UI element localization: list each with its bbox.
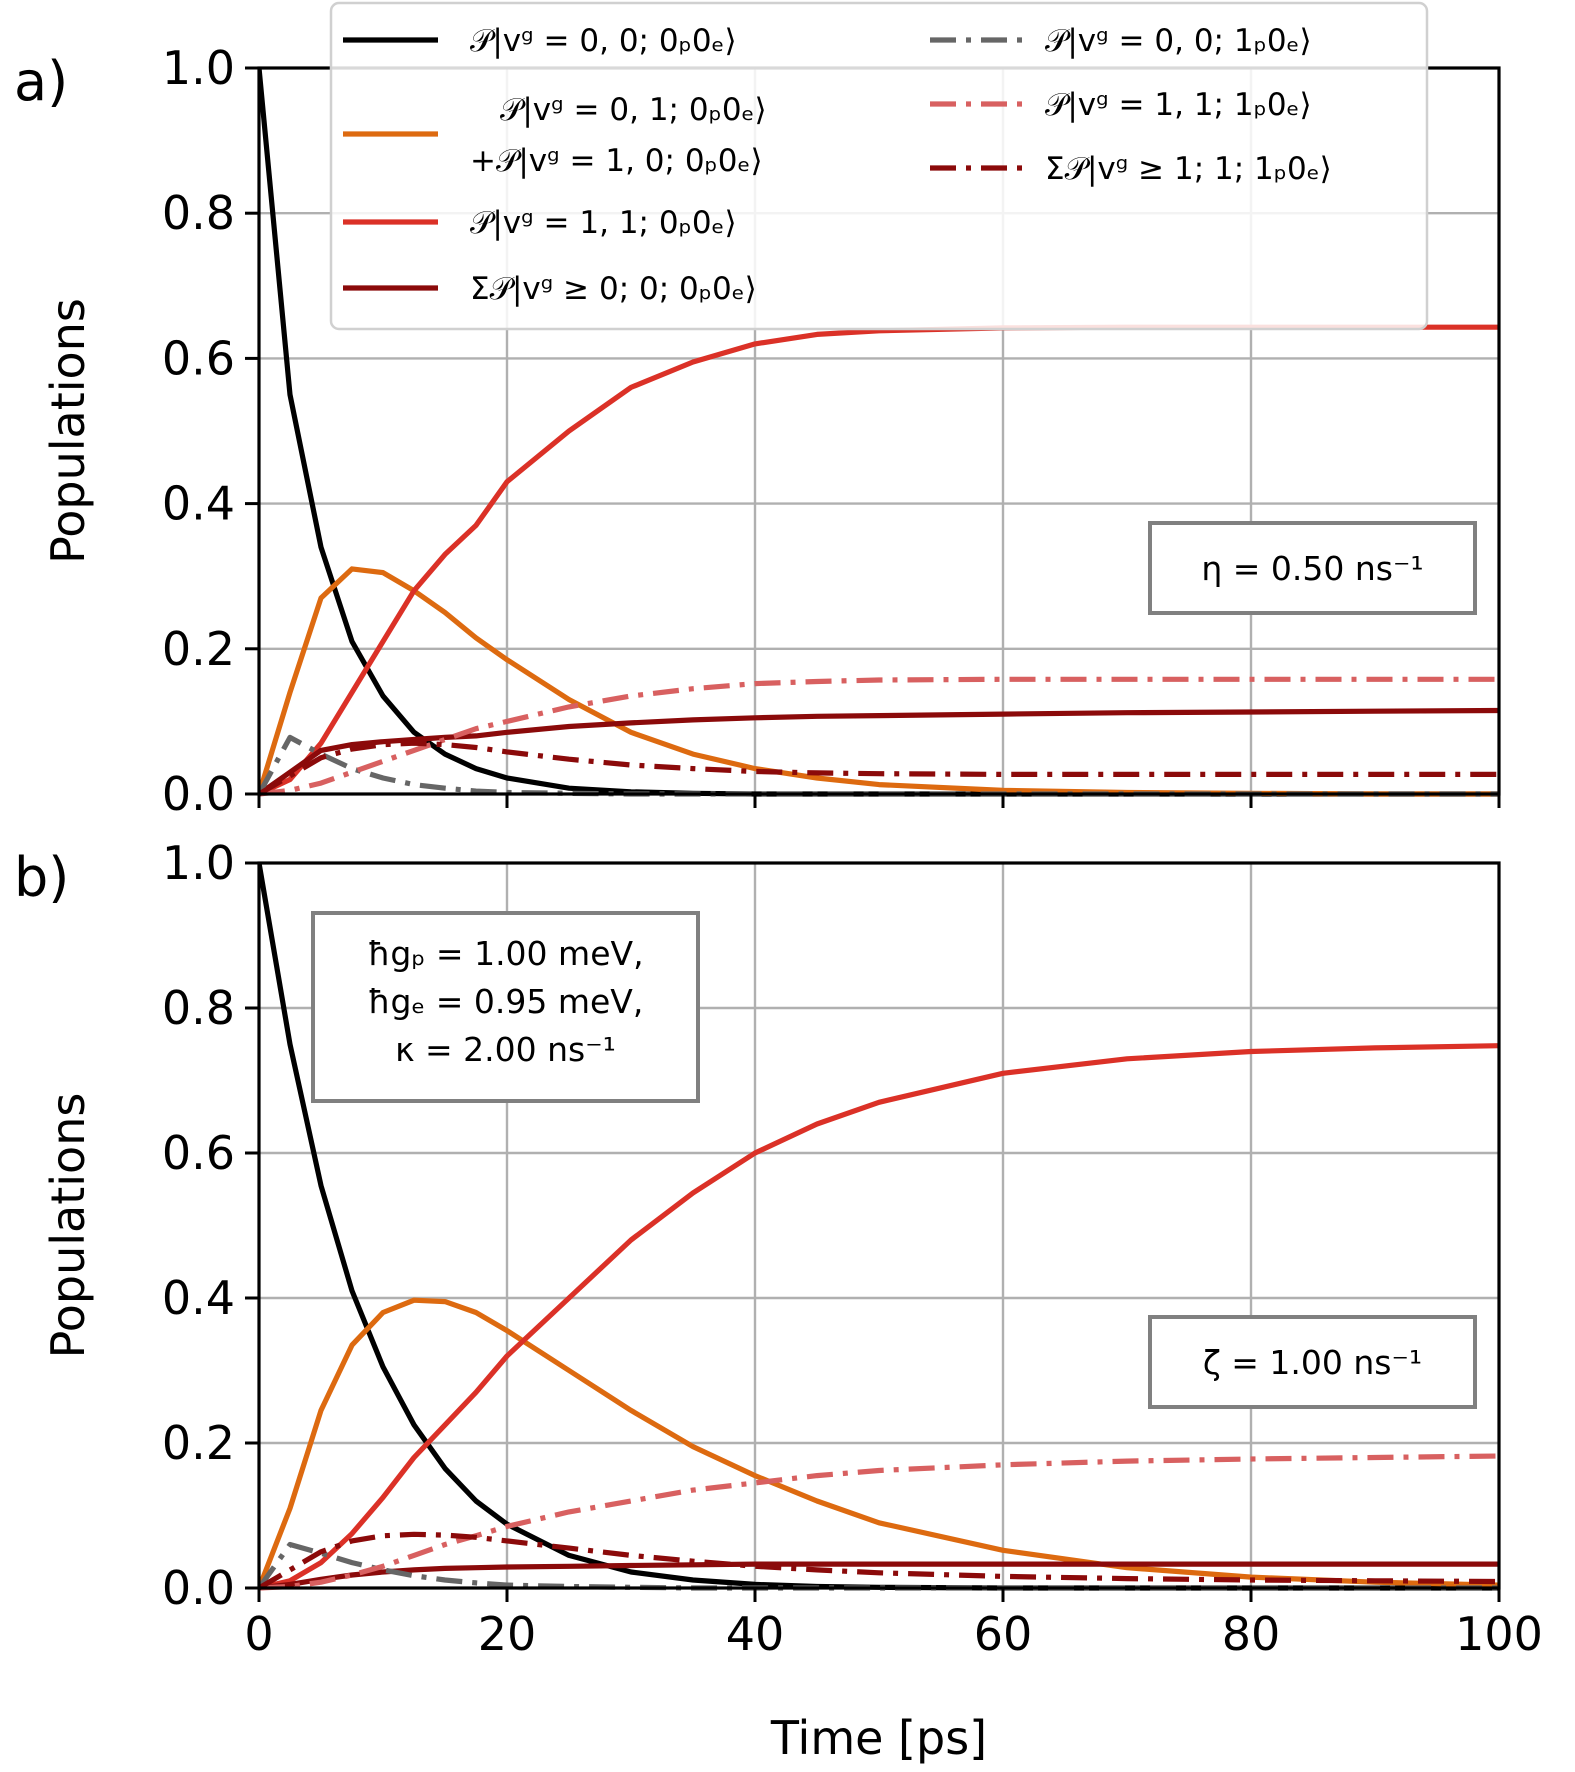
legend-label-s4: Σ𝒫|vᵍ ≥ 0; 0; 0ₚ0ₑ⟩ [470,271,757,307]
y-tick-label: 1.0 [162,41,235,95]
y-tick-label: 0.2 [162,1416,235,1470]
x-axis-label: Time [ps] [770,1711,987,1765]
y-axis-label: Populations [41,1093,95,1359]
annotation-box [1148,1315,1477,1409]
series-line-s4 [259,1561,1499,1591]
annotation-text: η = 0.50 ns⁻¹ [1201,549,1423,588]
x-tick-label: 60 [974,1607,1033,1661]
x-tick-label: 100 [1455,1607,1543,1661]
y-tick-label: 0.2 [162,622,235,676]
y-tick-label: 0.0 [162,767,235,821]
x-tick-label: 20 [478,1607,537,1661]
y-tick-label: 1.0 [162,836,235,890]
legend-label-s1: 𝒫|vᵍ = 0, 0; 0ₚ0ₑ⟩ [470,23,737,59]
legend-label-s5: 𝒫|vᵍ = 0, 0; 1ₚ0ₑ⟩ [1045,23,1312,59]
legend-label-s7: Σ𝒫|vᵍ ≥ 1; 1; 1ₚ0ₑ⟩ [1045,151,1332,187]
parameters-line: ħgₑ = 0.95 meV, [368,982,644,1021]
x-tick-label: 0 [244,1607,273,1661]
legend-label-s6: 𝒫|vᵍ = 1, 1; 1ₚ0ₑ⟩ [1045,87,1312,123]
series-line-s7 [259,740,1499,797]
panel-label: a) [14,50,68,113]
series-line-s3 [259,1043,1499,1591]
y-tick-label: 0.8 [162,186,235,240]
legend-label-s2: +𝒫|vᵍ = 1, 0; 0ₚ0ₑ⟩ [470,143,763,179]
panel-b: 0.0 0.2 0.4 0.6 0.8 1.0 0 20 40 60 80 100 Population… [14,836,1543,1765]
y-tick-label: 0.4 [162,1271,235,1325]
y-axis-label: Populations [41,298,95,564]
parameters-line: ħgₚ = 1.00 meV, [367,934,643,973]
panel-label: b) [14,846,69,909]
series-line-s7 [259,1531,1499,1591]
legend-label-s3: 𝒫|vᵍ = 1, 1; 0ₚ0ₑ⟩ [470,205,737,241]
y-tick-label: 0.0 [162,1561,235,1615]
annotation-box [1148,521,1477,615]
x-tick-label: 40 [726,1607,785,1661]
legend-label-s2: 𝒫|vᵍ = 0, 1; 0ₚ0ₑ⟩ [500,92,767,128]
parameters-line: κ = 2.00 ns⁻¹ [395,1030,616,1069]
y-tick-label: 0.4 [162,477,235,531]
legend: 𝒫|vᵍ = 0, 0; 0ₚ0ₑ⟩ 𝒫|vᵍ = 0, 1; 0ₚ0ₑ⟩ +𝒫|v… [329,1,1429,331]
x-tick-label: 80 [1222,1607,1281,1661]
y-tick-label: 0.6 [162,331,235,385]
y-tick-label: 0.6 [162,1126,235,1180]
parameters-box [311,911,700,1103]
y-tick-label: 0.8 [162,981,235,1035]
annotation-text: ζ = 1.00 ns⁻¹ [1203,1343,1422,1382]
series-line-s4 [259,707,1499,797]
legend-frame [329,1,1429,331]
axes-frame [257,861,1501,1590]
